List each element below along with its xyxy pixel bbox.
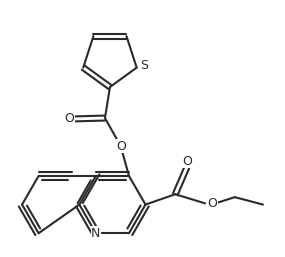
Text: O: O (64, 112, 74, 125)
Text: O: O (116, 140, 126, 153)
Text: O: O (182, 155, 192, 168)
Text: N: N (91, 227, 101, 240)
Text: O: O (207, 197, 217, 210)
Text: S: S (140, 59, 148, 72)
